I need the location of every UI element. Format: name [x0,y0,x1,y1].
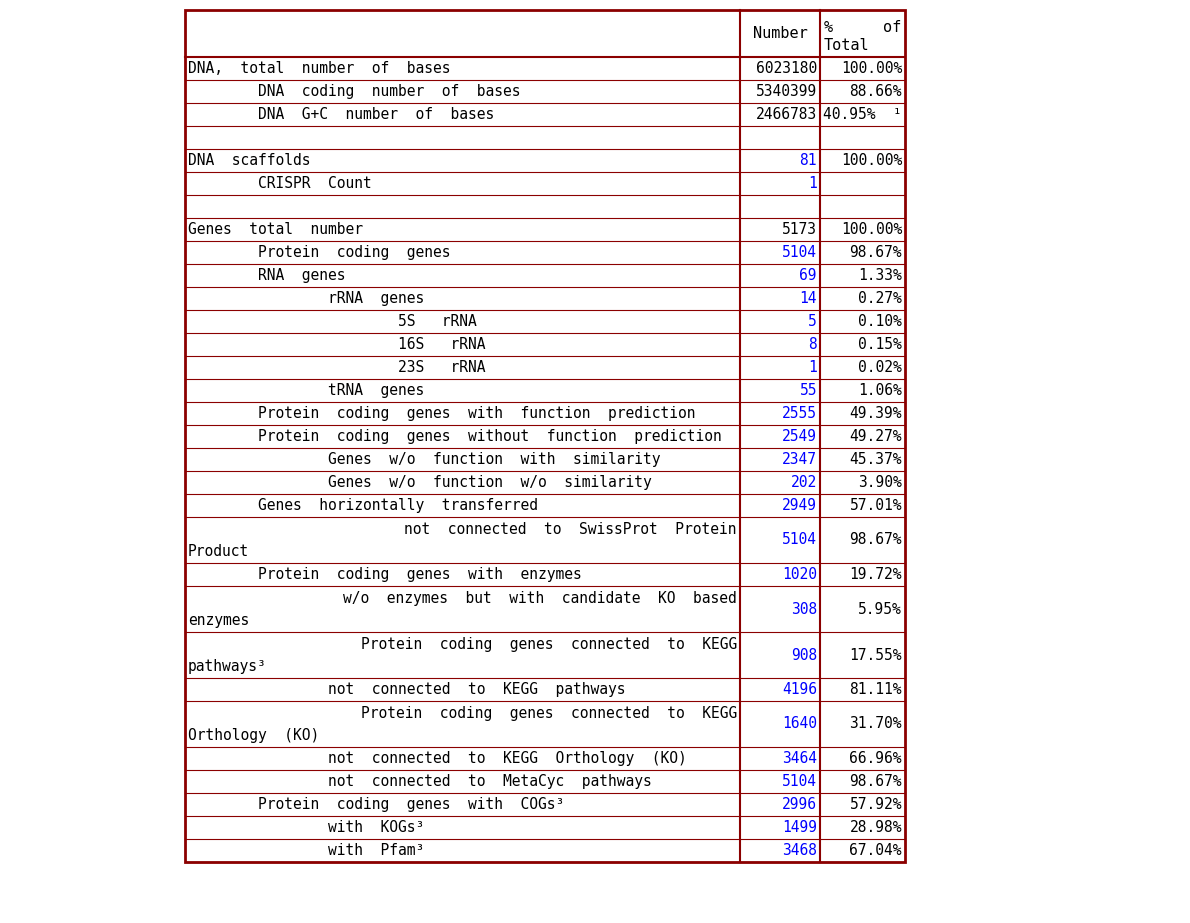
Text: not  connected  to  KEGG  Orthology  (KO): not connected to KEGG Orthology (KO) [188,751,687,766]
Text: 16S   rRNA: 16S rRNA [188,337,486,352]
Text: 45.37%: 45.37% [850,452,902,467]
Text: 49.39%: 49.39% [850,406,902,421]
Text: with  KOGs³: with KOGs³ [188,820,425,835]
Text: 98.67%: 98.67% [850,245,902,260]
Text: 3468: 3468 [782,843,818,858]
Text: 100.00%: 100.00% [841,222,902,237]
Text: Protein  coding  genes  connected  to  KEGG: Protein coding genes connected to KEGG [221,706,737,722]
Text: 49.27%: 49.27% [850,429,902,444]
Text: DNA  G+C  number  of  bases: DNA G+C number of bases [188,107,494,122]
Text: 308: 308 [790,602,818,617]
Text: %: % [823,20,833,35]
Text: 2949: 2949 [782,498,818,513]
Text: 40.95%  ¹: 40.95% ¹ [823,107,902,122]
Text: 2996: 2996 [782,797,818,812]
Text: 55: 55 [800,383,818,398]
Text: 5104: 5104 [782,533,818,547]
Text: 3.90%: 3.90% [858,475,902,490]
Text: 69: 69 [800,268,818,283]
Text: 1.33%: 1.33% [858,268,902,283]
Text: Protein  coding  genes  with  enzymes: Protein coding genes with enzymes [188,567,582,582]
Text: 2347: 2347 [782,452,818,467]
Text: 5.95%: 5.95% [858,602,902,617]
Text: not  connected  to  MetaCyc  pathways: not connected to MetaCyc pathways [188,774,652,789]
Text: 0.02%: 0.02% [858,360,902,375]
Text: 66.96%: 66.96% [850,751,902,766]
Text: not  connected  to  SwissProt  Protein: not connected to SwissProt Protein [264,522,737,537]
Text: 31.70%: 31.70% [850,716,902,732]
Text: Orthology  (KO): Orthology (KO) [188,728,319,743]
Text: 3464: 3464 [782,751,818,766]
Text: 0.10%: 0.10% [858,314,902,329]
Text: Protein  coding  genes  without  function  prediction: Protein coding genes without function pr… [188,429,722,444]
Text: 5104: 5104 [782,245,818,260]
Text: RNA  genes: RNA genes [188,268,345,283]
Text: DNA,  total  number  of  bases: DNA, total number of bases [188,61,451,76]
Text: 2466783: 2466783 [756,107,818,122]
Text: 5173: 5173 [782,222,818,237]
Text: 98.67%: 98.67% [850,533,902,547]
Text: Protein  coding  genes: Protein coding genes [188,245,451,260]
Text: Product: Product [188,544,249,559]
Text: 17.55%: 17.55% [850,648,902,663]
Text: 14: 14 [800,291,818,306]
Text: Protein  coding  genes  with  COGs³: Protein coding genes with COGs³ [188,797,564,812]
Text: 202: 202 [790,475,818,490]
Text: tRNA  genes: tRNA genes [188,383,425,398]
Text: 57.01%: 57.01% [850,498,902,513]
Text: Genes  w/o  function  with  similarity: Genes w/o function with similarity [188,452,660,467]
Text: Genes  total  number: Genes total number [188,222,363,237]
Text: 5104: 5104 [782,774,818,789]
Text: 100.00%: 100.00% [841,61,902,76]
Text: not  connected  to  KEGG  pathways: not connected to KEGG pathways [188,682,626,697]
Text: Protein  coding  genes  with  function  prediction: Protein coding genes with function predi… [188,406,695,421]
Text: 2555: 2555 [782,406,818,421]
Text: 1640: 1640 [782,716,818,732]
Text: 100.00%: 100.00% [841,153,902,168]
Text: 0.27%: 0.27% [858,291,902,306]
Text: 5S   rRNA: 5S rRNA [188,314,477,329]
Text: 4196: 4196 [782,682,818,697]
Text: 1: 1 [808,176,818,191]
Text: w/o  enzymes  but  with  candidate  KO  based: w/o enzymes but with candidate KO based [203,592,737,606]
Text: 67.04%: 67.04% [850,843,902,858]
Text: 0.15%: 0.15% [858,337,902,352]
Text: 1499: 1499 [782,820,818,835]
Text: enzymes: enzymes [188,613,249,628]
Text: 88.66%: 88.66% [850,84,902,99]
Text: 5: 5 [808,314,818,329]
Text: of: of [883,20,901,35]
Text: CRISPR  Count: CRISPR Count [188,176,371,191]
Text: 23S   rRNA: 23S rRNA [188,360,486,375]
Text: Number: Number [752,26,807,41]
Bar [184,10,906,862]
Text: 8: 8 [808,337,818,352]
Text: 28.98%: 28.98% [850,820,902,835]
Text: 1.06%: 1.06% [858,383,902,398]
Text: 908: 908 [790,648,818,663]
Text: 1: 1 [808,360,818,375]
Text: 81: 81 [800,153,818,168]
Text: with  Pfam³: with Pfam³ [188,843,425,858]
Text: 6023180: 6023180 [756,61,818,76]
Text: 98.67%: 98.67% [850,774,902,789]
Text: Genes  horizontally  transferred: Genes horizontally transferred [188,498,538,513]
Text: 5340399: 5340399 [756,84,818,99]
Text: 1020: 1020 [782,567,818,582]
Text: 57.92%: 57.92% [850,797,902,812]
Text: Genes  w/o  function  w/o  similarity: Genes w/o function w/o similarity [188,475,652,490]
Text: 2549: 2549 [782,429,818,444]
Text: 81.11%: 81.11% [850,682,902,697]
Text: pathways³: pathways³ [188,659,267,674]
Text: DNA  scaffolds: DNA scaffolds [188,153,311,168]
Text: DNA  coding  number  of  bases: DNA coding number of bases [188,84,520,99]
Text: Protein  coding  genes  connected  to  KEGG: Protein coding genes connected to KEGG [221,638,737,653]
Text: rRNA  genes: rRNA genes [188,291,425,306]
Text: 19.72%: 19.72% [850,567,902,582]
Text: Total: Total [823,38,870,53]
